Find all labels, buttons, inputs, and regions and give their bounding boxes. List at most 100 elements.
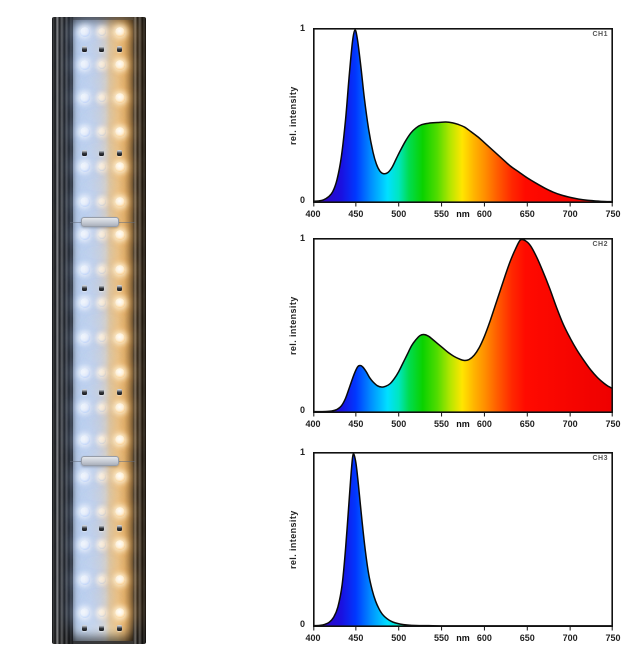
unlit-led-contact: [99, 285, 104, 291]
cool-led: [98, 128, 106, 136]
cool-led: [80, 197, 90, 207]
unlit-led-contact: [99, 46, 104, 52]
y-tick-min: 0: [299, 195, 305, 205]
spectrum-plot: [313, 452, 613, 631]
warm-led: [115, 403, 125, 413]
cool-led: [98, 334, 106, 342]
x-tick-label: 550: [434, 633, 450, 643]
x-axis-unit-label: nm: [456, 419, 470, 429]
y-tick-max: 1: [299, 447, 305, 457]
spectrum-chart-ch3: rel. intensity 1 0 CH3 400 450 500 550 600 65…: [283, 432, 639, 652]
spectrum-chart-ch2: rel. intensity 1 0 CH2 400 450 500 550 600 65…: [283, 218, 639, 438]
warm-led: [115, 368, 125, 378]
warm-led: [115, 333, 125, 343]
warm-led: [115, 60, 125, 70]
x-tick-label: 750: [605, 633, 621, 643]
unlit-led-contact: [99, 625, 104, 631]
cool-led: [98, 473, 106, 481]
x-tick-label: 450: [348, 633, 364, 643]
cool-led: [98, 266, 106, 274]
y-tick-max: 1: [299, 23, 305, 33]
mounting-clip: [81, 217, 119, 227]
x-tick-label: 700: [562, 633, 578, 643]
warm-led: [115, 540, 125, 550]
unlit-led-contact: [117, 150, 122, 156]
x-tick-label: 450: [348, 419, 364, 429]
unlit-led-contact: [117, 389, 122, 395]
spectrum-curve: [313, 453, 613, 627]
unlit-led-contact: [117, 525, 122, 531]
mounting-clip: [81, 456, 119, 466]
cool-led: [98, 28, 106, 36]
cool-led: [98, 299, 106, 307]
spectrum-curve: [313, 29, 613, 203]
cool-led: [98, 163, 106, 171]
cool-led: [98, 576, 106, 584]
x-tick-label: 400: [305, 209, 321, 219]
cool-led: [98, 231, 106, 239]
x-tick-label: 500: [391, 209, 407, 219]
plot-area: CH1: [313, 28, 613, 208]
x-tick-label: 700: [562, 209, 578, 219]
x-tick-label: 400: [305, 419, 321, 429]
cool-led: [80, 162, 90, 172]
x-tick-label: 400: [305, 633, 321, 643]
x-tick-label: 600: [476, 209, 492, 219]
warm-led: [115, 298, 125, 308]
cool-led: [98, 94, 106, 102]
cool-led: [98, 198, 106, 206]
cool-led: [80, 540, 90, 550]
cool-led: [80, 27, 90, 37]
y-tick-min: 0: [299, 619, 305, 629]
spectrum-fill: [313, 29, 613, 202]
x-tick-label: 500: [391, 419, 407, 429]
y-axis-label: rel. intensity: [288, 86, 298, 145]
x-tick-label: 750: [605, 419, 621, 429]
unlit-led-contact: [117, 285, 122, 291]
x-tick-label: 500: [391, 633, 407, 643]
unlit-led-contact: [82, 46, 87, 52]
unlit-led-contact: [99, 150, 104, 156]
x-tick-label: 650: [519, 209, 535, 219]
x-axis-ticks: 400 450 500 550 600 650 700 750 nm: [305, 633, 620, 645]
led-diffuser-panel: [73, 20, 133, 641]
spectrum-plot: [313, 238, 613, 417]
plot-area: CH2: [313, 238, 613, 418]
x-axis-unit-label: nm: [456, 209, 470, 219]
x-tick-label: 600: [476, 419, 492, 429]
cool-led: [80, 403, 90, 413]
plot-frame: [313, 28, 613, 203]
unlit-led-contact: [117, 46, 122, 52]
cool-led: [80, 93, 90, 103]
x-tick-label: 750: [605, 209, 621, 219]
unlit-led-contact: [82, 389, 87, 395]
cool-led: [98, 541, 106, 549]
x-tick-label: 550: [434, 419, 450, 429]
channel-label: CH3: [592, 455, 608, 462]
plot-area: CH3: [313, 452, 613, 632]
cool-led: [98, 609, 106, 617]
warm-led: [115, 265, 125, 275]
cool-led: [98, 436, 106, 444]
cool-led: [80, 368, 90, 378]
unlit-led-contact: [99, 525, 104, 531]
y-axis-label: rel. intensity: [288, 510, 298, 569]
cool-led: [98, 508, 106, 516]
warm-led: [115, 127, 125, 137]
unlit-led-contact: [82, 625, 87, 631]
led-rows: [52, 17, 146, 644]
channel-label: CH1: [592, 31, 608, 38]
x-tick-label: 550: [434, 209, 450, 219]
unlit-led-contact: [117, 625, 122, 631]
x-tick-label: 450: [348, 209, 364, 219]
x-axis-unit-label: nm: [456, 633, 470, 643]
cool-led: [80, 435, 90, 445]
warm-led: [115, 435, 125, 445]
y-tick-min: 0: [299, 405, 305, 415]
x-axis-ticks: 400 450 500 550 600 650 700 750 nm: [305, 209, 620, 221]
warm-led: [115, 162, 125, 172]
plot-frame: [313, 452, 613, 627]
warm-led: [115, 93, 125, 103]
x-tick-label: 650: [519, 633, 535, 643]
spectrum-fill: [313, 239, 613, 412]
